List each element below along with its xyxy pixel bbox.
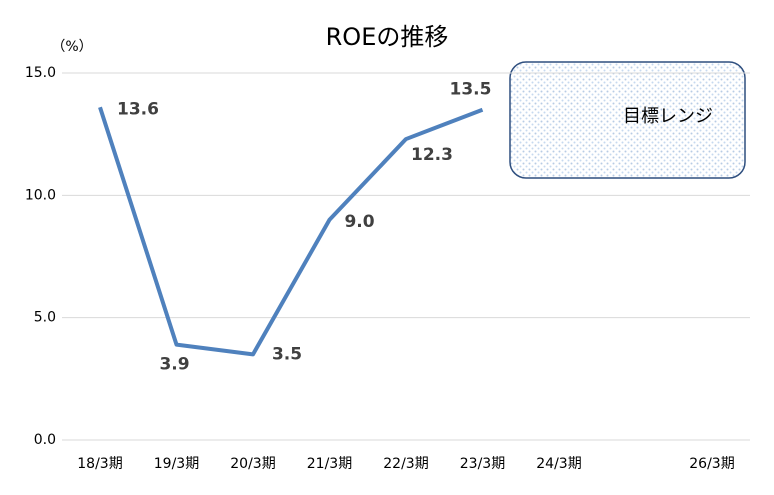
data-label: 13.6	[117, 99, 159, 119]
y-unit: （%）	[51, 39, 92, 55]
y-tick-label: 5.0	[34, 310, 56, 326]
data-label: 3.9	[159, 355, 189, 375]
data-label: 12.3	[411, 145, 453, 165]
target-box	[509, 61, 746, 179]
y-tick-label: 0.0	[34, 432, 56, 448]
x-tick-label: 19/3期	[154, 456, 199, 472]
annotation: 目標レンジ	[623, 106, 713, 127]
y-tick-label: 10.0	[25, 187, 56, 203]
x-tick-label: 24/3期	[536, 456, 581, 472]
x-tick-label: 22/3期	[383, 456, 428, 472]
y-tick-label: 15.0	[25, 65, 56, 81]
x-tick-label: 21/3期	[307, 456, 352, 472]
line-series	[98, 106, 484, 357]
x-tick-label: 26/3期	[689, 456, 734, 472]
x-tick-label: 23/3期	[460, 456, 505, 472]
chart-title: ROEの推移	[326, 23, 449, 51]
data-label: 9.0	[344, 212, 374, 232]
x-tick-label: 20/3期	[230, 456, 275, 472]
x-tick-label: 18/3期	[77, 456, 122, 472]
data-label: 3.5	[272, 344, 302, 364]
data-label: 13.5	[450, 80, 492, 100]
